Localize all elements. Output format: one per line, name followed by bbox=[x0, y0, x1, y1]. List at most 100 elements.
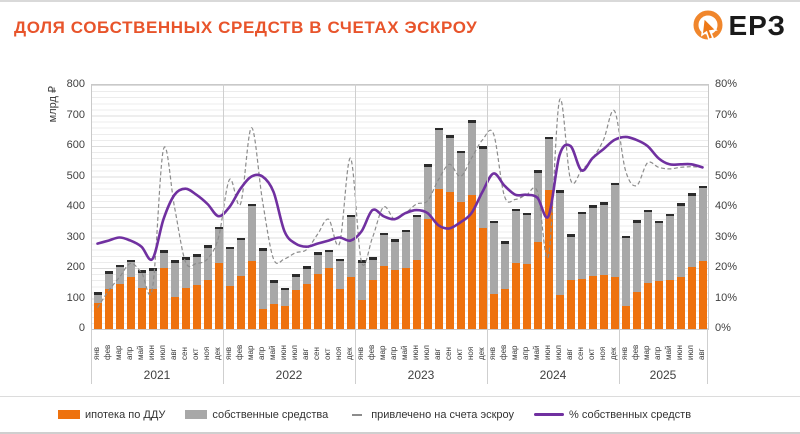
own-funds-segment bbox=[357, 262, 366, 301]
x-axis-month-label: сен bbox=[311, 347, 321, 360]
y-axis-right-tick-label: 20% bbox=[715, 261, 738, 273]
mortgage-segment bbox=[544, 190, 553, 329]
bar-cap bbox=[159, 250, 168, 253]
axis-edge-separator bbox=[707, 328, 708, 384]
mortgage-segment bbox=[280, 306, 289, 329]
own-funds-segment bbox=[280, 290, 289, 307]
mortgage-segment bbox=[643, 282, 652, 329]
own-funds-share-line bbox=[96, 135, 704, 262]
x-axis-month-label: июн bbox=[146, 345, 156, 360]
bar-cap bbox=[665, 213, 674, 217]
stacked-bar bbox=[676, 203, 685, 329]
bar-cap bbox=[126, 259, 135, 263]
x-axis-month-label: сен bbox=[443, 347, 453, 360]
own-funds-segment bbox=[643, 212, 652, 283]
bar-cap bbox=[456, 150, 465, 154]
mortgage-segment bbox=[214, 263, 223, 329]
mortgage-segment bbox=[522, 264, 531, 329]
mortgage-segment bbox=[313, 273, 322, 329]
y-axis-right-tick-label: 10% bbox=[715, 291, 738, 304]
y-axis-right-tick-label: 80% bbox=[715, 78, 738, 90]
legend-label: привлечено на счета эскроу bbox=[371, 408, 515, 421]
x-axis-month-label: янв bbox=[91, 347, 101, 360]
stacked-bar bbox=[610, 182, 619, 329]
stacked-bar bbox=[698, 185, 707, 329]
x-axis-month-label: авг bbox=[300, 348, 310, 360]
stacked-bar bbox=[654, 220, 663, 329]
stacked-bar bbox=[247, 203, 256, 329]
x-axis-year-label: 2021 bbox=[143, 368, 171, 382]
stacked-bar bbox=[390, 239, 399, 329]
bar-cap bbox=[555, 190, 564, 193]
x-axis-month-label: июл bbox=[157, 345, 167, 360]
x-axis-month-label: дек bbox=[608, 347, 618, 360]
x-axis-month-label: май bbox=[135, 345, 145, 360]
stacked-bar bbox=[93, 292, 102, 329]
stacked-bar bbox=[148, 268, 157, 329]
bar-cap bbox=[698, 185, 707, 189]
mortgage-segment bbox=[412, 260, 421, 329]
y-axis-right-tick-label: 40% bbox=[715, 200, 738, 212]
stacked-bar bbox=[555, 190, 564, 329]
mortgage-segment bbox=[533, 242, 542, 329]
y-axis-right-tick-label: 50% bbox=[715, 169, 738, 182]
bar-cap bbox=[93, 292, 102, 295]
x-axis-year-label: 2024 bbox=[539, 368, 567, 382]
stacked-bar bbox=[412, 214, 421, 329]
stacked-bar bbox=[423, 164, 432, 329]
mortgage-segment bbox=[148, 289, 157, 329]
y-axis-tick-label: 100 bbox=[66, 291, 85, 304]
bar-cap bbox=[654, 220, 663, 224]
bar-cap bbox=[291, 274, 300, 277]
mortgage-segment bbox=[577, 278, 586, 329]
x-axis-month-label: фев bbox=[366, 344, 376, 360]
x-axis-month-label: мар bbox=[377, 345, 387, 360]
own-funds-segment bbox=[423, 166, 432, 220]
stacked-bar bbox=[500, 241, 509, 329]
stacked-bar bbox=[170, 260, 179, 329]
mortgage-segment bbox=[324, 267, 333, 329]
mortgage-segment bbox=[159, 268, 168, 329]
stacked-bar bbox=[302, 266, 311, 329]
bar-cap bbox=[478, 146, 487, 149]
stacked-bar bbox=[544, 136, 553, 329]
bar-cap bbox=[511, 208, 520, 212]
mortgage-segment bbox=[137, 287, 146, 329]
mortgage-segment bbox=[401, 268, 410, 329]
bar-cap bbox=[269, 280, 278, 283]
x-axis-month-label: дек bbox=[212, 347, 222, 360]
mortgage-segment bbox=[687, 267, 696, 329]
bar-cap bbox=[247, 203, 256, 207]
bar-cap bbox=[687, 193, 696, 196]
bar-cap bbox=[368, 257, 377, 260]
mortgage-segment bbox=[467, 194, 476, 329]
year-separator bbox=[223, 84, 224, 384]
mortgage-segment bbox=[456, 202, 465, 329]
x-axis-month-label: апр bbox=[124, 346, 134, 360]
y-axis-tick-label: 800 bbox=[66, 78, 85, 90]
own-funds-segment bbox=[434, 130, 443, 189]
x-axis-month-label: ноя bbox=[333, 346, 343, 360]
x-axis-month-label: окт bbox=[190, 348, 200, 360]
stacked-bar bbox=[104, 271, 113, 329]
mortgage-segment bbox=[192, 284, 201, 329]
stacked-bar bbox=[588, 205, 597, 329]
bar-cap bbox=[467, 120, 476, 123]
own-funds-segment bbox=[104, 273, 113, 290]
year-separator bbox=[355, 84, 356, 384]
own-funds-segment bbox=[313, 254, 322, 274]
x-axis-month-label: янв bbox=[487, 347, 497, 360]
page-title: ДОЛЯ СОБСТВЕННЫХ СРЕДСТВ В СЧЕТАХ ЭСКРОУ bbox=[14, 18, 478, 37]
own-funds-segment bbox=[654, 223, 663, 282]
own-funds-segment bbox=[203, 247, 212, 281]
stacked-bar bbox=[192, 254, 201, 329]
stacked-bar bbox=[599, 202, 608, 329]
own-funds-segment bbox=[698, 188, 707, 262]
bar-cap bbox=[181, 257, 190, 260]
stacked-bar bbox=[467, 120, 476, 329]
own-funds-segment bbox=[324, 252, 333, 268]
mortgage-swatch bbox=[58, 410, 80, 419]
stacked-bar bbox=[632, 220, 641, 329]
own-funds-segment bbox=[467, 122, 476, 195]
own-funds-segment bbox=[93, 294, 102, 304]
